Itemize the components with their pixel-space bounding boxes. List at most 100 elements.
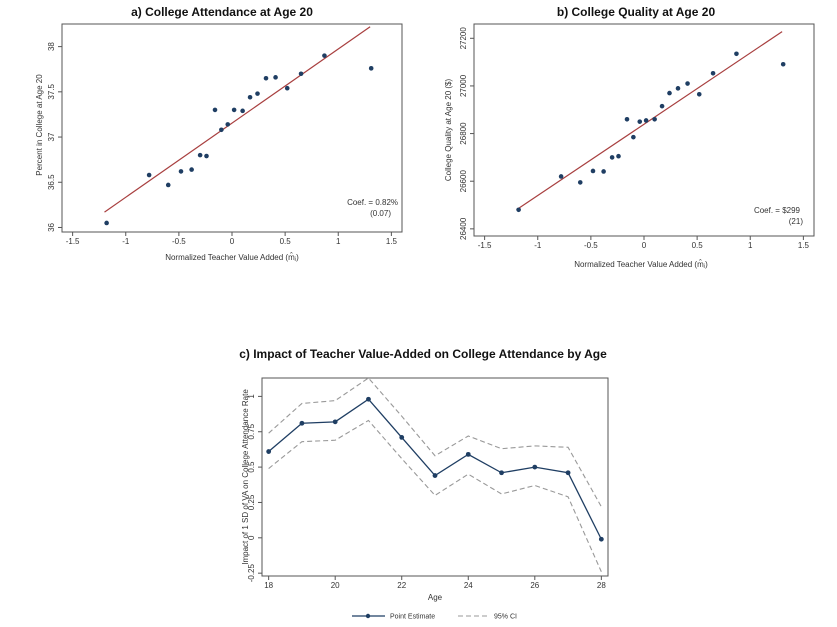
panel-b-x-tick-label: -1.5 [478,241,492,250]
panel-b-x-label: Normalized Teacher Value Added (m̂ⱼ) [574,260,708,269]
panel-c-x-tick-label: 22 [397,581,406,590]
point-estimate-marker [366,396,371,402]
panel-b-y-tick-label: 27200 [459,27,468,50]
panel-a-point [368,66,374,71]
point-estimate-marker [332,419,338,425]
point-estimate-marker [432,473,438,478]
panel-c-y-label: Impact of 1 SD of VA on College Attendan… [241,389,250,565]
point-estimate-marker [299,420,305,426]
panel-a-fit-line [104,26,371,213]
panel-b-x-tick-label: 1.5 [798,241,810,250]
panel-b-point [577,180,583,185]
point-estimate-markers [266,396,604,542]
panel-a-point [104,220,109,226]
panel-a-x-tick-label: 0 [230,237,235,246]
panel-b: b) College Quality at Age 20 26400266002… [444,5,815,269]
panel-a: a) College Attendance at Age 20 36 36.5 37… [35,5,403,262]
panel-a-point [273,75,278,80]
panel-b-y-tick-label: 26800 [459,122,468,145]
panel-a-se: (0.07) [370,209,391,218]
panel-a-point [231,107,237,113]
panel-a-point [146,172,152,178]
point-estimate-marker [465,451,471,457]
panel-b-y-ticks: 26400 26600 26800 27000 27200 [459,27,474,240]
point-estimate-marker [565,470,571,476]
panel-a-x-tick-label: 1 [336,237,341,246]
panel-a-point [255,91,260,96]
panel-c-x-tick-label: 18 [264,581,273,590]
panel-a-x-ticks: -1.5 -1 -0.5 0 0.5 1 1.5 [66,232,398,246]
panel-a-point [189,167,194,172]
panel-c-y-tick-label: 0.25 [247,494,256,510]
panel-b-point [624,116,630,122]
panel-a-point [322,53,327,58]
panel-a-point [284,85,290,91]
panel-b-point [558,174,564,179]
panel-b-point [685,81,690,86]
panel-a-coef: Coef. = 0.82% [347,198,398,207]
panel-b-point [643,118,649,123]
panel-c-x-tick-label: 24 [464,581,473,590]
panel-a-point [219,127,224,133]
point-estimate-marker [499,470,504,476]
panel-c-x-tick-label: 20 [331,581,340,590]
panel-a-point [298,71,304,77]
panel-b-x-tick-label: 0 [642,241,647,250]
point-estimate-marker [598,536,604,542]
panel-b-title: b) College Quality at Age 20 [557,5,716,19]
panel-b-point [609,155,615,160]
panel-b-x-ticks: -1.5 -1 -0.5 0 0.5 1 1.5 [478,236,810,250]
panel-c-y-tick-label: 0.75 [247,423,256,439]
panel-a-title: a) College Attendance at Age 20 [131,5,313,19]
panel-b-point [590,168,596,174]
panel-c-y-tick-label: 0.5 [247,461,256,473]
panel-b-point [734,51,739,57]
panel-a-point [212,107,218,113]
legend: Point Estimate 95% CI [352,614,517,621]
panel-c-x-tick-label: 26 [530,581,539,590]
panel-b-point [631,134,636,140]
panel-c-x-label: Age [428,593,443,602]
legend-estimate-label: Point Estimate [390,614,435,621]
panel-b-point [780,61,786,67]
panel-b-x-tick-label: 1 [748,241,753,250]
panel-a-point [240,108,245,114]
panel-b-fit-line [516,31,783,211]
panel-a-point [197,152,203,158]
panel-a-x-tick-label: -1 [122,237,130,246]
panel-a-point [263,75,269,81]
panel-a-point [165,182,171,188]
panel-a-y-tick-label: 37 [47,132,56,141]
panel-b-point [667,90,672,96]
legend-ci-label: 95% CI [494,614,517,621]
panel-b-point [516,207,521,213]
panel-b-point [659,103,665,109]
panel-b-point [616,153,621,159]
panel-a-x-tick-label: 0.5 [280,237,292,246]
panel-c-y-ticks: -0.25 0 0.25 0.5 0.75 1 [247,394,262,582]
panel-a-x-tick-label: 1.5 [386,237,398,246]
panel-b-se: (21) [789,217,804,226]
panel-b-point [710,71,716,76]
panel-b-coef: Coef. = $299 [754,206,801,215]
ci-upper-line [268,377,602,507]
panel-b-x-tick-label: 0.5 [692,241,704,250]
panel-a-y-label: Percent in College at Age 20 [35,74,44,176]
panel-a-y-tick-label: 37.5 [47,83,56,99]
panel-b-point [637,119,643,124]
panel-a-y-tick-label: 38 [47,42,56,51]
panel-c-x-ticks: 18 20 22 24 26 28 [264,576,606,590]
panel-c-x-tick-label: 28 [597,581,606,590]
panel-b-y-label: College Quality at Age 20 ($) [444,79,453,182]
panel-a-point [225,122,231,127]
panel-b-point [675,86,681,91]
point-estimate-line [268,398,602,540]
panel-c-y-tick-label: 1 [247,394,256,399]
panel-b-point [652,116,657,122]
point-estimate-marker [399,435,405,440]
panel-a-point [178,169,184,174]
panel-a-y-tick-label: 36 [47,222,56,231]
panel-b-points [516,51,786,213]
panel-b-x-tick-label: -1 [534,241,542,250]
